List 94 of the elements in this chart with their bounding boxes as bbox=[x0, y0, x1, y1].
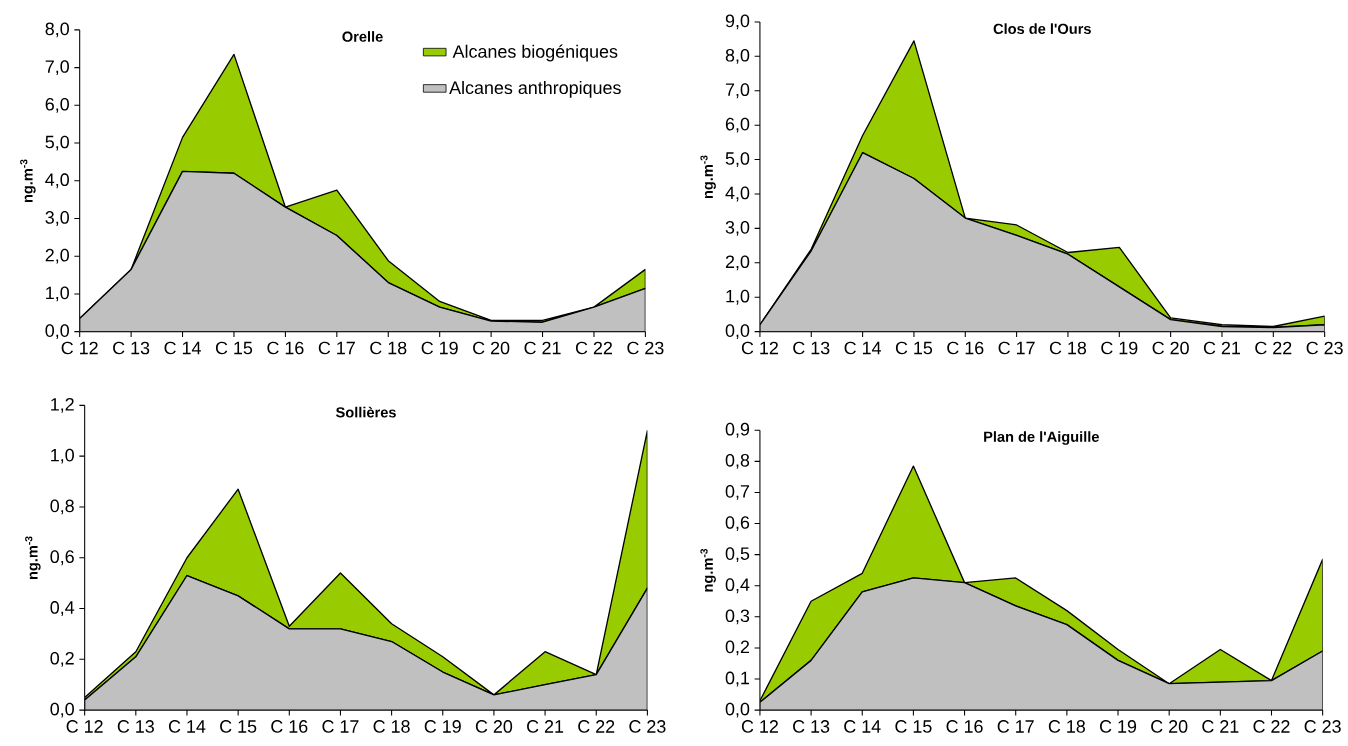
y-tick-label: 0,8 bbox=[50, 499, 74, 515]
chart-title: Sollières bbox=[335, 406, 396, 418]
x-tick-label: C 20 bbox=[1151, 720, 1188, 733]
x-tick-label: C 19 bbox=[421, 341, 458, 355]
x-tick-label: C 18 bbox=[373, 720, 410, 733]
x-tick-label: C 20 bbox=[1152, 341, 1189, 355]
x-tick-label: C 14 bbox=[844, 720, 881, 733]
y-tick-label: 1,2 bbox=[51, 397, 74, 413]
y-axis-title: ng.m$^{-3}$ bbox=[700, 548, 716, 592]
x-tick-label: C 17 bbox=[318, 341, 355, 355]
y-tick-label: 0,0 bbox=[725, 324, 750, 340]
x-tick-label: C 23 bbox=[627, 341, 664, 355]
y-tick-label: 4,0 bbox=[725, 186, 750, 202]
y-tick-label: 0,0 bbox=[45, 324, 69, 340]
y-tick-label: 5,0 bbox=[725, 152, 750, 167]
x-tick-label: C 12 bbox=[741, 720, 778, 733]
x-tick-label: C 17 bbox=[998, 341, 1035, 355]
y-tick-label: 0,3 bbox=[725, 609, 750, 625]
x-tick-label: C 14 bbox=[164, 341, 201, 355]
x-tick-label: C 21 bbox=[527, 720, 564, 733]
x-tick-label: C 21 bbox=[1202, 720, 1239, 733]
x-tick-label: C 15 bbox=[895, 720, 932, 733]
y-tick-label: 2,0 bbox=[725, 255, 750, 271]
x-tick-label: C 20 bbox=[473, 341, 510, 355]
y-axis-title: ng.m$^{-3}$ bbox=[700, 155, 716, 199]
chart-title: Plan de l'Aiguille bbox=[984, 431, 1099, 445]
x-tick-label: C 12 bbox=[66, 720, 103, 733]
x-tick-label: C 13 bbox=[117, 720, 154, 733]
y-tick-label: 3,0 bbox=[45, 211, 69, 226]
x-tick-label: C 12 bbox=[741, 341, 778, 355]
x-tick-label: C 16 bbox=[267, 341, 304, 355]
y-tick-label: 3,0 bbox=[725, 221, 750, 236]
y-tick-label: 9,0 bbox=[725, 14, 750, 30]
y-tick-label: 0,0 bbox=[725, 702, 750, 718]
x-tick-label: C 21 bbox=[524, 341, 561, 355]
x-tick-label: C 18 bbox=[370, 341, 407, 355]
legend-label: Alcanes anthropiques bbox=[449, 80, 621, 98]
y-tick-label: 6,0 bbox=[45, 97, 69, 113]
y-axis-title: ng.m$^{-3}$ bbox=[20, 159, 36, 203]
x-tick-label: C 16 bbox=[271, 720, 308, 733]
legend-label: Alcanes biogéniques bbox=[452, 44, 618, 62]
x-tick-label: C 19 bbox=[424, 720, 461, 733]
y-tick-label: 1,0 bbox=[726, 289, 750, 305]
y-tick-label: 0,0 bbox=[50, 702, 74, 718]
x-tick-label: C 20 bbox=[475, 720, 513, 733]
y-tick-label: 8,0 bbox=[725, 48, 750, 64]
x-tick-label: C 22 bbox=[578, 720, 615, 733]
y-tick-label: 5,0 bbox=[45, 135, 69, 151]
y-tick-label: 0,6 bbox=[50, 550, 74, 566]
x-tick-label: C 22 bbox=[1253, 720, 1290, 733]
y-tick-label: 7,0 bbox=[45, 60, 69, 76]
x-tick-label: C 16 bbox=[946, 720, 983, 733]
x-tick-label: C 15 bbox=[220, 720, 257, 733]
chart-title: Clos de l'Ours bbox=[993, 23, 1091, 35]
y-tick-label: 0,4 bbox=[725, 578, 750, 594]
y-axis-title: ng.m$^{-3}$ bbox=[25, 536, 41, 580]
x-tick-label: C 22 bbox=[575, 341, 612, 355]
y-tick-label: 0,6 bbox=[725, 516, 750, 531]
y-tick-label: 0,2 bbox=[725, 640, 750, 656]
y-tick-label: 8,0 bbox=[45, 22, 69, 38]
x-tick-label: C 13 bbox=[793, 341, 830, 355]
x-tick-label: C 15 bbox=[215, 341, 253, 355]
x-tick-label: C 13 bbox=[113, 341, 150, 355]
x-tick-label: C 21 bbox=[1203, 341, 1241, 355]
x-tick-label: C 17 bbox=[322, 720, 359, 733]
x-tick-label: C 23 bbox=[1304, 720, 1341, 733]
x-tick-label: C 18 bbox=[1049, 341, 1087, 355]
x-tick-label: C 19 bbox=[1100, 720, 1137, 733]
x-tick-label: C 23 bbox=[1306, 341, 1343, 355]
y-tick-label: 0,8 bbox=[725, 453, 750, 469]
x-tick-label: C 22 bbox=[1255, 341, 1292, 355]
x-tick-label: C 23 bbox=[629, 720, 666, 733]
y-tick-label: 0,1 bbox=[725, 671, 750, 687]
y-tick-label: 1,0 bbox=[51, 448, 74, 464]
x-tick-label: C 19 bbox=[1101, 341, 1138, 355]
y-tick-label: 0,2 bbox=[50, 651, 74, 667]
y-tick-label: 6,0 bbox=[725, 117, 750, 133]
y-tick-label: 0,7 bbox=[725, 485, 750, 500]
x-tick-label: C 17 bbox=[997, 720, 1034, 733]
y-tick-label: 0,5 bbox=[725, 547, 750, 563]
x-tick-label: C 12 bbox=[61, 341, 98, 355]
x-tick-label: C 18 bbox=[1048, 720, 1085, 733]
x-tick-label: C 14 bbox=[844, 341, 882, 355]
x-tick-label: C 13 bbox=[793, 720, 830, 733]
y-tick-label: 4,0 bbox=[45, 173, 69, 189]
x-tick-label: C 16 bbox=[947, 341, 984, 355]
y-tick-label: 7,0 bbox=[725, 83, 750, 99]
x-tick-label: C 14 bbox=[168, 720, 206, 733]
y-tick-label: 0,4 bbox=[50, 601, 75, 616]
chart-title: Orelle bbox=[342, 31, 383, 42]
y-tick-label: 2,0 bbox=[45, 248, 69, 264]
y-tick-label: 1,0 bbox=[46, 286, 69, 302]
y-tick-label: 0,9 bbox=[725, 422, 750, 438]
x-tick-label: C 15 bbox=[895, 341, 933, 355]
